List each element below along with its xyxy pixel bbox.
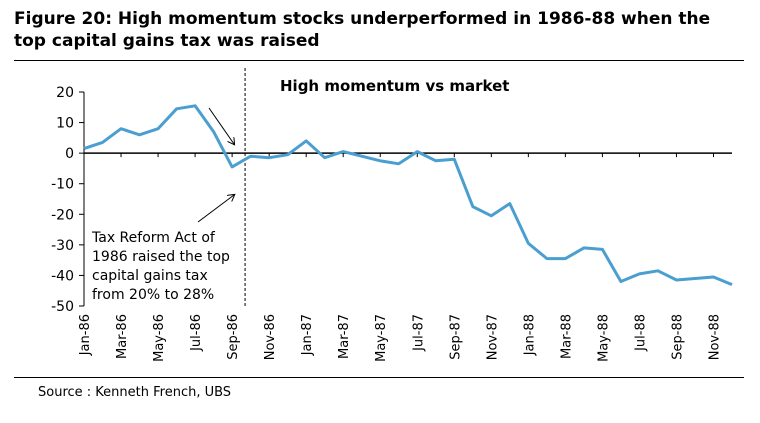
x-tick-label: Jul-87	[411, 314, 426, 352]
x-tick-label: Nov-86	[263, 314, 278, 360]
series-line	[83, 104, 733, 286]
x-tick-label: Sep-86	[226, 314, 241, 360]
annotation-arrow-lower	[197, 195, 234, 223]
x-tick-label: Nov-87	[485, 314, 500, 360]
x-tick-label: Nov-88	[707, 314, 722, 360]
y-tick-label: 20	[56, 85, 74, 101]
annotation-line: from 20% to 28%	[92, 287, 214, 303]
x-tick-label: Jan-88	[522, 314, 537, 356]
annotation-line: capital gains tax	[92, 268, 208, 284]
source-note: Source : Kenneth French, UBS	[38, 385, 232, 400]
annotation-arrow-upper	[208, 107, 234, 144]
y-tick-label: -10	[51, 177, 74, 193]
x-tick-label: Mar-86	[115, 314, 130, 359]
x-tick-label: Sep-87	[448, 314, 463, 360]
annotation-line: 1986 raised the top	[92, 249, 230, 265]
source-rule	[14, 377, 744, 378]
plot-area	[83, 104, 733, 286]
x-tick-label: Jan-87	[300, 314, 315, 356]
x-tick-label: Mar-87	[337, 314, 352, 359]
x-tick-label: Mar-88	[559, 314, 574, 359]
x-tick-label: Jul-86	[189, 314, 204, 352]
title-rule	[14, 60, 744, 61]
annotation-line: Tax Reform Act of	[91, 230, 216, 246]
y-tick-label: -40	[51, 268, 74, 284]
x-tick-label: Jan-86	[78, 314, 93, 356]
x-tick-label: May-88	[596, 314, 611, 362]
figure-title: Figure 20: High momentum stocks underper…	[14, 9, 711, 51]
x-tick-label: Jul-88	[633, 314, 648, 352]
y-tick-label: -30	[51, 238, 74, 254]
x-tick-label: May-87	[374, 314, 389, 362]
x-tick-label: Sep-88	[670, 314, 685, 360]
y-axis: 20 10 0 -10 -20 -30 -40 -50	[51, 85, 85, 315]
y-tick-label: 10	[56, 116, 74, 132]
y-tick-label: -50	[51, 299, 74, 315]
x-tick-label: May-86	[152, 314, 167, 362]
y-tick-label: 0	[65, 146, 74, 162]
y-tick-label: -20	[51, 207, 74, 223]
series-label: High momentum vs market	[280, 77, 509, 95]
x-axis: Jan-86 Mar-86 May-86 Jul-86 Sep-86 Nov-86 Jan-…	[78, 152, 732, 362]
annotations: High momentum vs market Tax Reform Act of…	[91, 77, 509, 303]
